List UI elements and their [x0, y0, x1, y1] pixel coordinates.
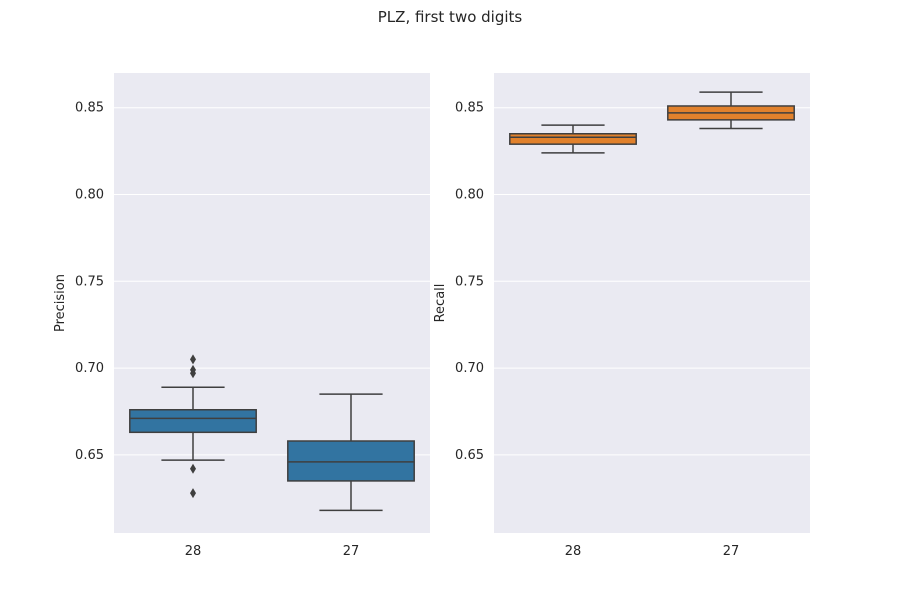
y-tick-label: 0.65 [75, 448, 104, 463]
x-tick-label: 27 [343, 544, 360, 559]
y-tick-label: 0.65 [455, 448, 484, 463]
y-tick-label: 0.80 [75, 188, 104, 203]
outlier-point [190, 368, 196, 379]
y-tick-label: 0.80 [455, 188, 484, 203]
figure-title: PLZ, first two digits [377, 8, 523, 26]
y-axis-label: Recall [433, 284, 448, 323]
subplot-2: 0.65 0.70 0.75 0.80 0.85 Recall 28 27 [433, 73, 810, 559]
box-iqr [287, 440, 415, 482]
x-tick-label: 27 [723, 544, 740, 559]
outlier-point [190, 488, 196, 499]
y-tick-label: 0.75 [455, 274, 484, 289]
y-tick-label: 0.70 [75, 361, 104, 376]
y-axis-label: Precision [53, 274, 68, 332]
subplot-1: 0.65 0.70 0.75 0.80 0.85 Precision 28 27 [53, 73, 430, 559]
plot-background [494, 73, 810, 533]
y-tick-label: 0.85 [455, 101, 484, 116]
box-iqr [509, 133, 637, 145]
x-tick-label: 28 [565, 544, 582, 559]
x-tick-label: 28 [185, 544, 202, 559]
box-28 [509, 124, 637, 154]
y-tick-label: 0.70 [455, 361, 484, 376]
outlier-point [190, 354, 196, 365]
y-tick-label: 0.85 [75, 101, 104, 116]
outlier-point [190, 463, 196, 474]
y-tick-label: 0.75 [75, 274, 104, 289]
box-28 [129, 354, 257, 499]
box-27 [287, 393, 415, 512]
box-27 [667, 91, 795, 130]
box-iqr [129, 409, 257, 434]
